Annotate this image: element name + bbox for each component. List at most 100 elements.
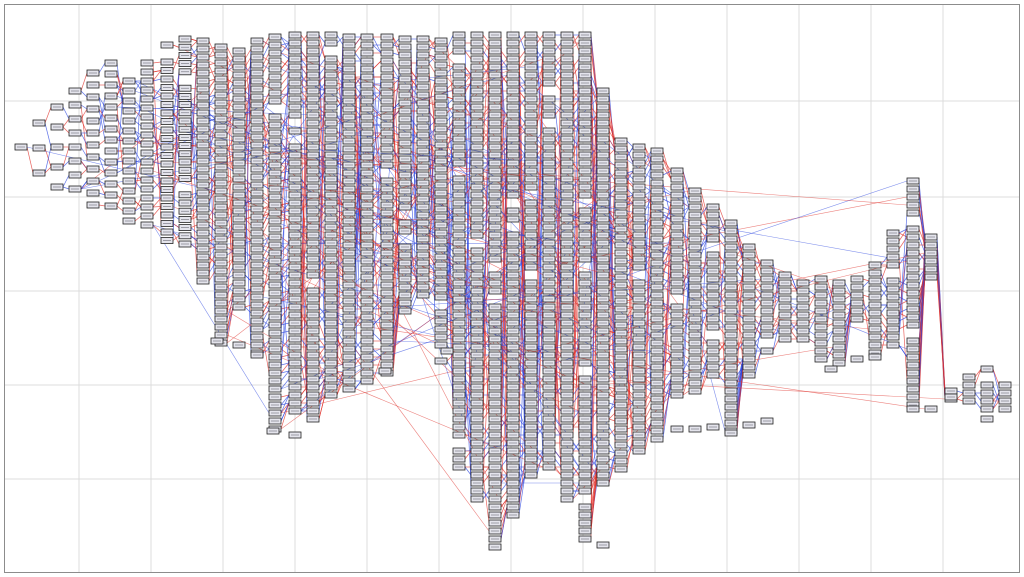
graph-node[interactable] bbox=[398, 147, 412, 155]
graph-node[interactable] bbox=[688, 355, 702, 363]
graph-node[interactable] bbox=[140, 131, 154, 139]
graph-node[interactable] bbox=[524, 399, 538, 407]
graph-node[interactable] bbox=[760, 259, 774, 267]
graph-node[interactable] bbox=[632, 143, 646, 151]
graph-node[interactable] bbox=[560, 119, 574, 127]
graph-node[interactable] bbox=[998, 381, 1012, 389]
graph-node[interactable] bbox=[306, 183, 320, 191]
graph-node[interactable] bbox=[670, 239, 684, 247]
graph-node[interactable] bbox=[232, 135, 246, 143]
graph-node[interactable] bbox=[578, 183, 592, 191]
graph-node[interactable] bbox=[670, 199, 684, 207]
graph-node[interactable] bbox=[542, 151, 556, 159]
graph-node[interactable] bbox=[416, 107, 430, 115]
graph-node[interactable] bbox=[706, 203, 720, 211]
graph-node[interactable] bbox=[614, 465, 628, 473]
graph-node[interactable] bbox=[506, 327, 520, 335]
graph-node[interactable] bbox=[342, 281, 356, 289]
graph-node[interactable] bbox=[542, 415, 556, 423]
graph-node[interactable] bbox=[250, 277, 264, 285]
graph-node[interactable] bbox=[416, 67, 430, 75]
graph-node[interactable] bbox=[380, 265, 394, 273]
graph-node[interactable] bbox=[178, 93, 192, 100]
graph-node[interactable] bbox=[306, 103, 320, 111]
graph-node[interactable] bbox=[288, 239, 302, 247]
graph-node[interactable] bbox=[380, 33, 394, 41]
graph-node[interactable] bbox=[268, 409, 282, 417]
graph-node[interactable] bbox=[596, 351, 610, 359]
graph-node[interactable] bbox=[452, 39, 466, 47]
graph-node[interactable] bbox=[814, 355, 828, 363]
graph-node[interactable] bbox=[380, 97, 394, 105]
graph-node[interactable] bbox=[578, 63, 592, 71]
graph-node[interactable] bbox=[670, 223, 684, 231]
graph-node[interactable] bbox=[506, 455, 520, 463]
graph-node[interactable] bbox=[122, 197, 136, 205]
graph-node[interactable] bbox=[342, 345, 356, 353]
graph-node[interactable] bbox=[524, 87, 538, 95]
graph-node[interactable] bbox=[288, 367, 302, 375]
graph-node[interactable] bbox=[868, 269, 882, 277]
graph-node[interactable] bbox=[250, 69, 264, 77]
graph-node[interactable] bbox=[250, 77, 264, 85]
graph-node[interactable] bbox=[670, 391, 684, 399]
graph-node[interactable] bbox=[632, 335, 646, 343]
graph-node[interactable] bbox=[288, 31, 302, 39]
graph-node[interactable] bbox=[924, 249, 938, 257]
graph-node[interactable] bbox=[360, 297, 374, 305]
graph-node[interactable] bbox=[452, 119, 466, 127]
graph-node[interactable] bbox=[650, 331, 664, 339]
graph-node[interactable] bbox=[398, 155, 412, 163]
graph-node[interactable] bbox=[32, 144, 46, 152]
graph-node[interactable] bbox=[232, 271, 246, 279]
graph-node[interactable] bbox=[452, 127, 466, 135]
graph-node[interactable] bbox=[924, 257, 938, 265]
graph-node[interactable] bbox=[470, 495, 484, 503]
graph-node[interactable] bbox=[542, 391, 556, 399]
graph-node[interactable] bbox=[104, 70, 118, 78]
graph-node[interactable] bbox=[542, 143, 556, 151]
graph-node[interactable] bbox=[342, 121, 356, 129]
graph-node[interactable] bbox=[614, 217, 628, 225]
graph-node[interactable] bbox=[524, 103, 538, 111]
graph-node[interactable] bbox=[578, 103, 592, 111]
graph-node[interactable] bbox=[178, 224, 192, 232]
graph-node[interactable] bbox=[434, 197, 448, 205]
graph-node[interactable] bbox=[306, 375, 320, 383]
graph-node[interactable] bbox=[288, 335, 302, 343]
graph-node[interactable] bbox=[724, 419, 738, 427]
graph-node[interactable] bbox=[140, 176, 154, 184]
graph-node[interactable] bbox=[360, 65, 374, 73]
graph-node[interactable] bbox=[524, 79, 538, 87]
graph-node[interactable] bbox=[560, 79, 574, 87]
graph-node[interactable] bbox=[452, 247, 466, 255]
graph-node[interactable] bbox=[268, 289, 282, 297]
graph-node[interactable] bbox=[470, 311, 484, 319]
graph-node[interactable] bbox=[380, 297, 394, 305]
graph-node[interactable] bbox=[742, 347, 756, 355]
graph-node[interactable] bbox=[724, 275, 738, 283]
graph-node[interactable] bbox=[398, 131, 412, 139]
graph-node[interactable] bbox=[86, 153, 100, 161]
graph-node[interactable] bbox=[306, 119, 320, 127]
graph-node[interactable] bbox=[488, 511, 502, 519]
graph-node[interactable] bbox=[452, 31, 466, 39]
graph-node[interactable] bbox=[324, 167, 338, 175]
graph-node[interactable] bbox=[250, 141, 264, 149]
graph-node[interactable] bbox=[488, 455, 502, 463]
graph-node[interactable] bbox=[288, 47, 302, 55]
graph-node[interactable] bbox=[742, 323, 756, 331]
graph-node[interactable] bbox=[578, 79, 592, 87]
graph-node[interactable] bbox=[906, 249, 920, 257]
graph-node[interactable] bbox=[470, 487, 484, 495]
graph-node[interactable] bbox=[434, 133, 448, 141]
graph-node[interactable] bbox=[232, 119, 246, 127]
graph-node[interactable] bbox=[288, 95, 302, 103]
graph-node[interactable] bbox=[506, 255, 520, 263]
graph-node[interactable] bbox=[306, 319, 320, 327]
graph-node[interactable] bbox=[398, 99, 412, 107]
graph-node[interactable] bbox=[724, 267, 738, 275]
graph-node[interactable] bbox=[250, 245, 264, 253]
graph-node[interactable] bbox=[650, 339, 664, 347]
graph-node[interactable] bbox=[68, 101, 82, 109]
